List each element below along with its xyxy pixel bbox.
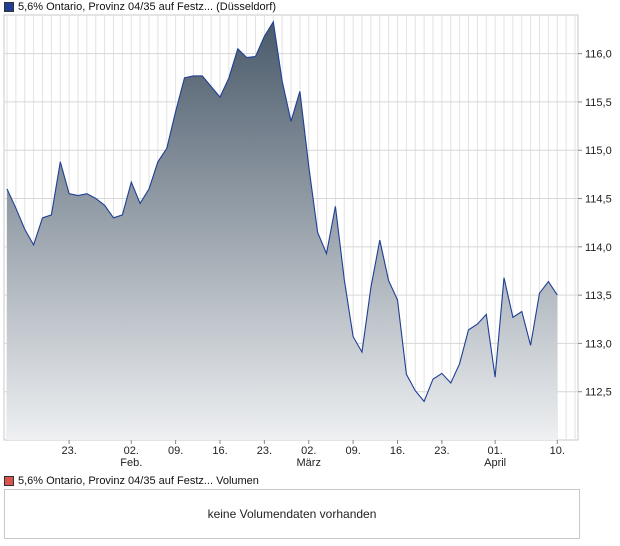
y-tick-label: 116,0	[585, 49, 612, 61]
y-tick-label: 113,5	[585, 290, 612, 302]
volume-empty-message: keine Volumendaten vorhanden	[207, 507, 377, 521]
volume-legend-swatch	[4, 476, 14, 486]
y-tick-label: 115,5	[585, 97, 612, 109]
x-tick-label: 09.	[345, 445, 360, 457]
x-tick-label: 01.	[487, 445, 502, 457]
x-month-label: April	[484, 457, 506, 469]
y-tick-label: 114,0	[585, 242, 612, 254]
y-axis: 112,5 113,0 113,5 114,0 114,5 115,0 115,5 116,0	[578, 49, 612, 399]
x-tick-label: 10.	[550, 445, 565, 457]
y-tick-label: 114,5	[585, 194, 612, 206]
x-tick-label: 16.	[390, 445, 405, 457]
x-tick-label: 23.	[61, 445, 76, 457]
x-tick-label: 16.	[212, 445, 227, 457]
volume-legend: 5,6% Ontario, Provinz 04/35 auf Festz...…	[4, 474, 259, 488]
price-legend-label: 5,6% Ontario, Provinz 04/35 auf Festz...…	[18, 1, 277, 13]
volume-legend-label: 5,6% Ontario, Provinz 04/35 auf Festz...…	[18, 475, 259, 487]
price-legend: 5,6% Ontario, Provinz 04/35 auf Festz...…	[4, 0, 276, 14]
price-chart: 112,5 113,0 113,5 114,0 114,5 115,0 115,5 116,0…	[3, 14, 612, 469]
y-tick-label: 112,5	[585, 387, 612, 399]
price-line	[6, 20, 558, 403]
y-tick-label: 113,0	[585, 338, 612, 350]
volume-panel: keine Volumendaten vorhanden	[4, 489, 580, 539]
x-tick-label: 09.	[168, 445, 183, 457]
x-tick-label: 23.	[434, 445, 449, 457]
x-month-label: Feb.	[120, 457, 142, 469]
x-tick-label: 02.	[301, 445, 316, 457]
y-tick-label: 115,0	[585, 145, 612, 157]
price-legend-swatch	[4, 2, 14, 12]
x-month-label: März	[297, 457, 321, 469]
x-tick-label: 02.	[124, 445, 139, 457]
price-area	[7, 21, 558, 441]
x-tick-label: 23.	[257, 445, 272, 457]
